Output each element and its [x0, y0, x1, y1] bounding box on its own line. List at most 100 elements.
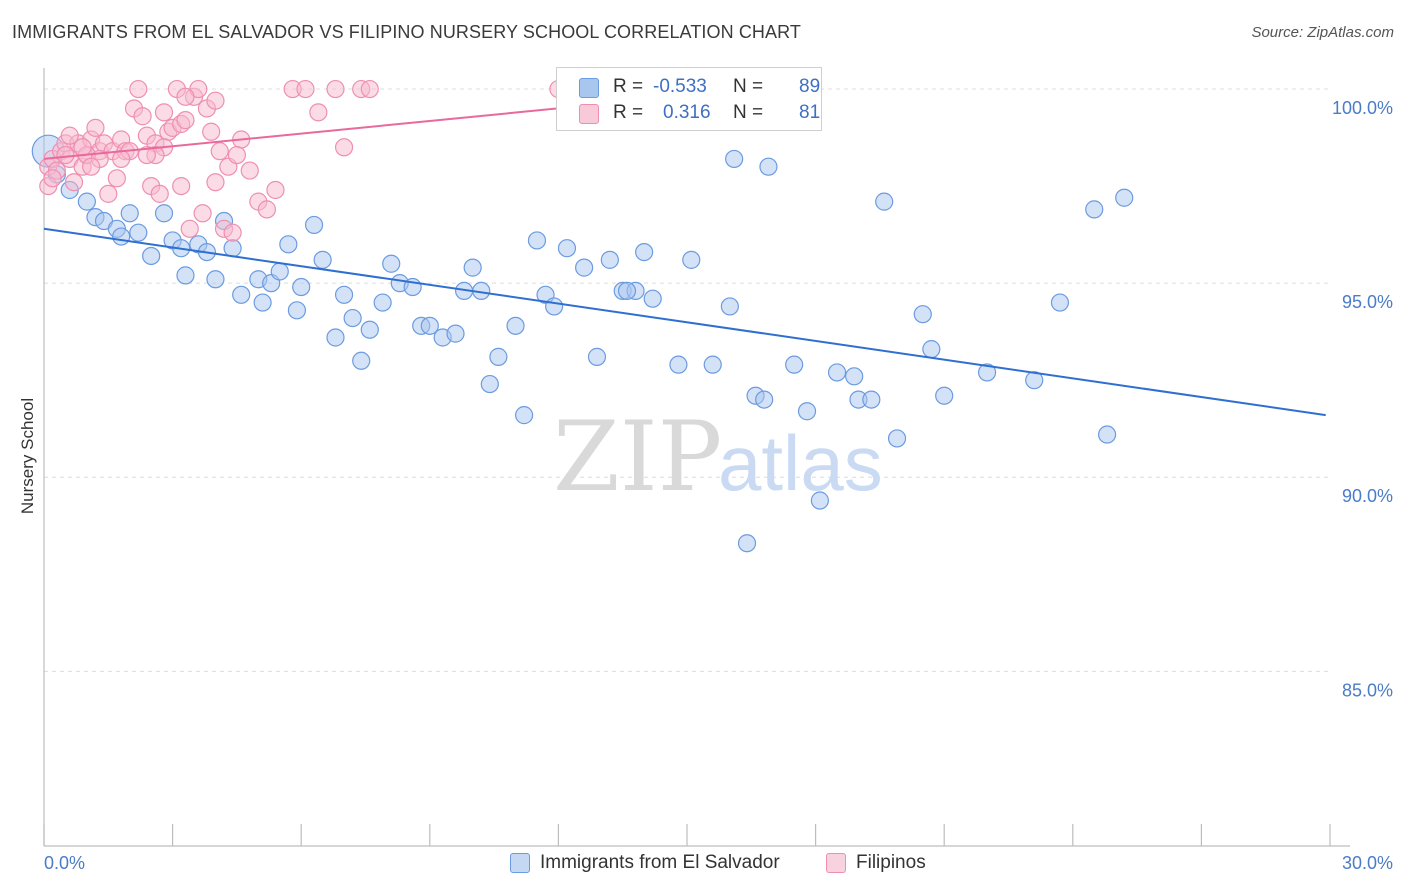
data-point-el-salvador — [827, 363, 847, 382]
data-point-el-salvador — [600, 250, 619, 269]
data-point-filipinos — [176, 111, 195, 130]
data-point-el-salvador — [352, 351, 371, 370]
x-tick-label: 0.0% — [44, 853, 85, 873]
legend-swatch-blue — [579, 78, 599, 98]
data-point-el-salvador — [480, 374, 499, 394]
data-point-el-salvador — [304, 215, 324, 235]
data-point-el-salvador — [862, 390, 881, 409]
data-point-el-salvador — [887, 429, 907, 448]
data-point-el-salvador — [545, 297, 564, 316]
y-tick-label: 100.0% — [1332, 98, 1393, 118]
data-point-el-salvador — [463, 258, 482, 277]
data-point-el-salvador — [506, 316, 525, 335]
data-point-filipinos — [154, 103, 174, 122]
data-point-el-salvador — [755, 390, 774, 409]
data-point-el-salvador — [557, 239, 577, 258]
data-point-filipinos — [193, 204, 212, 223]
data-point-filipinos — [210, 142, 229, 161]
data-point-filipinos — [206, 173, 225, 192]
data-point-el-salvador — [287, 301, 307, 320]
trend-line-el-salvador — [43, 227, 1326, 417]
data-point-el-salvador — [922, 340, 941, 359]
data-point-el-salvador — [785, 355, 804, 374]
data-point-el-salvador — [669, 355, 688, 374]
data-point-el-salvador — [154, 204, 174, 223]
data-point-el-salvador — [703, 355, 722, 374]
data-point-el-salvador — [759, 157, 778, 176]
data-point-filipinos — [176, 87, 195, 106]
data-point-filipinos — [360, 79, 379, 99]
series-el-salvador-points — [31, 134, 1134, 553]
data-point-filipinos — [180, 219, 199, 238]
data-point-el-salvador — [420, 316, 439, 335]
data-point-filipinos — [133, 107, 152, 126]
data-point-filipinos — [202, 122, 221, 141]
legend-n-label: N = — [733, 102, 764, 123]
data-point-el-salvador — [253, 293, 272, 312]
data-point-el-salvador — [725, 149, 744, 169]
tick-labels: 100.0% 95.0% 90.0% 85.0% 0.0% 30.0% — [44, 98, 1393, 873]
data-point-filipinos — [112, 149, 131, 169]
data-point-filipinos — [172, 176, 191, 196]
data-point-el-salvador — [279, 235, 298, 254]
data-point-el-salvador — [77, 192, 96, 211]
data-point-el-salvador — [129, 223, 148, 242]
data-point-el-salvador — [1115, 188, 1134, 207]
data-point-el-salvador — [142, 246, 161, 266]
data-point-el-salvador — [270, 262, 289, 281]
data-point-el-salvador — [343, 308, 362, 328]
data-point-el-salvador — [845, 367, 864, 386]
data-point-el-salvador — [875, 192, 894, 211]
data-point-filipinos — [56, 145, 75, 165]
data-point-filipinos — [227, 145, 246, 165]
data-point-el-salvador — [977, 363, 997, 382]
data-point-filipinos — [64, 173, 84, 192]
data-point-el-salvador — [643, 289, 662, 308]
data-point-filipinos — [240, 161, 259, 180]
data-point-el-salvador — [617, 281, 637, 301]
data-point-el-salvador — [292, 277, 311, 297]
watermark-zip: ZIP — [553, 401, 722, 513]
data-point-el-salvador — [1085, 200, 1104, 219]
data-point-filipinos — [206, 91, 225, 110]
bottom-legend-swatch-pink — [826, 853, 846, 873]
data-point-filipinos — [150, 184, 169, 203]
bottom-legend-label-el-salvador: Immigrants from El Salvador — [540, 852, 780, 873]
data-point-el-salvador — [737, 534, 757, 553]
data-point-filipinos — [43, 169, 62, 188]
data-point-el-salvador — [360, 320, 379, 339]
data-point-el-salvador — [1097, 425, 1117, 444]
y-axis-label: Nursery School — [18, 398, 37, 514]
data-point-filipinos — [309, 103, 328, 122]
data-point-filipinos — [334, 138, 354, 157]
legend-swatch-pink — [579, 104, 599, 124]
legend-r-value-blue: -0.533 — [653, 76, 707, 97]
data-point-filipinos — [296, 79, 315, 99]
data-point-filipinos — [326, 79, 345, 99]
legend-r-value-pink: 0.316 — [663, 102, 711, 123]
y-tick-label: 95.0% — [1342, 292, 1393, 312]
data-point-el-salvador — [120, 204, 139, 223]
y-tick-label: 90.0% — [1342, 486, 1393, 506]
data-point-el-salvador — [176, 266, 195, 285]
data-point-el-salvador — [515, 406, 534, 425]
data-point-el-salvador — [635, 242, 654, 262]
chart-source: Source: ZipAtlas.com — [1251, 24, 1394, 41]
data-point-el-salvador — [446, 324, 465, 343]
grid-lines — [44, 88, 1330, 672]
data-point-el-salvador — [810, 491, 829, 510]
legend-n-value-blue: 89 — [799, 76, 821, 97]
x-tick-label: 30.0% — [1342, 853, 1393, 873]
data-point-el-salvador — [326, 328, 345, 347]
data-point-el-salvador — [489, 347, 508, 366]
data-point-el-salvador — [232, 285, 251, 304]
bottom-legend-label-filipinos: Filipinos — [856, 852, 926, 873]
data-point-filipinos — [82, 157, 101, 176]
data-point-filipinos — [223, 223, 242, 242]
data-point-el-salvador — [334, 285, 354, 304]
data-point-filipinos — [137, 145, 156, 165]
data-point-el-salvador — [1050, 293, 1070, 312]
data-point-filipinos — [266, 180, 285, 200]
data-point-el-salvador — [527, 231, 547, 250]
data-point-el-salvador — [112, 227, 131, 246]
